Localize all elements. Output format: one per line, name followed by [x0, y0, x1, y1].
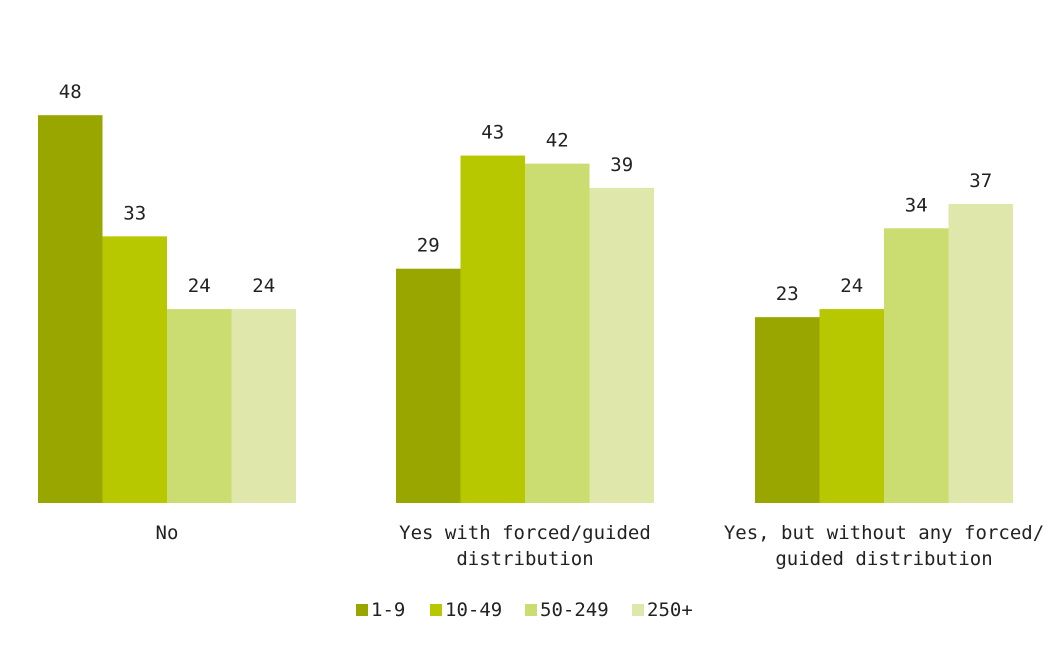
bar-50-249-cat2: [884, 228, 949, 503]
data-label: 43: [481, 122, 504, 144]
bar-10-49-cat2: [819, 309, 884, 503]
bar-50-249-cat1: [525, 163, 590, 503]
legend-label: 10-49: [445, 599, 502, 621]
bar-1-9-cat1: [396, 268, 461, 503]
legend-label: 250+: [647, 599, 693, 621]
bar-50-249-cat0: [167, 309, 232, 503]
data-label: 34: [905, 194, 928, 216]
bar-10-49-cat0: [102, 236, 167, 504]
data-label: 33: [123, 202, 146, 224]
legend-swatch: [356, 604, 368, 616]
bar-250+-cat1: [589, 187, 654, 503]
data-label: 23: [776, 283, 799, 305]
value-labels-layer: 48 33 24 24 29 43 42 39 23 24 34 37: [59, 81, 992, 305]
bar-1-9-cat0: [38, 115, 103, 503]
data-label: 37: [969, 170, 992, 192]
category-label: distribution: [456, 548, 593, 570]
data-label: 42: [546, 130, 569, 152]
data-label: 24: [252, 275, 275, 297]
legend-label: 1-9: [371, 599, 405, 621]
bar-250+-cat2: [948, 204, 1013, 504]
data-label: 24: [840, 275, 863, 297]
bar-1-9-cat2: [755, 317, 820, 503]
legend-swatch: [525, 604, 537, 616]
data-label: 48: [59, 81, 82, 103]
category-label: Yes with forced/guided: [399, 522, 651, 544]
category-label: Yes, but without any forced/: [724, 522, 1044, 544]
category-labels-layer: No Yes with forced/guided distribution Yes,…: [156, 522, 1045, 570]
bars-layer: [38, 115, 1013, 504]
legend: 1-9 10-49 50-249 250+: [356, 599, 693, 621]
category-label: guided distribution: [775, 548, 992, 570]
legend-swatch: [430, 604, 442, 616]
data-label: 24: [188, 275, 211, 297]
legend-label: 50-249: [540, 599, 609, 621]
bar-250+-cat0: [231, 309, 296, 503]
data-label: 29: [417, 235, 440, 257]
data-label: 39: [610, 154, 633, 176]
category-label: No: [156, 522, 179, 544]
bar-10-49-cat1: [460, 155, 525, 503]
legend-swatch: [632, 604, 644, 616]
